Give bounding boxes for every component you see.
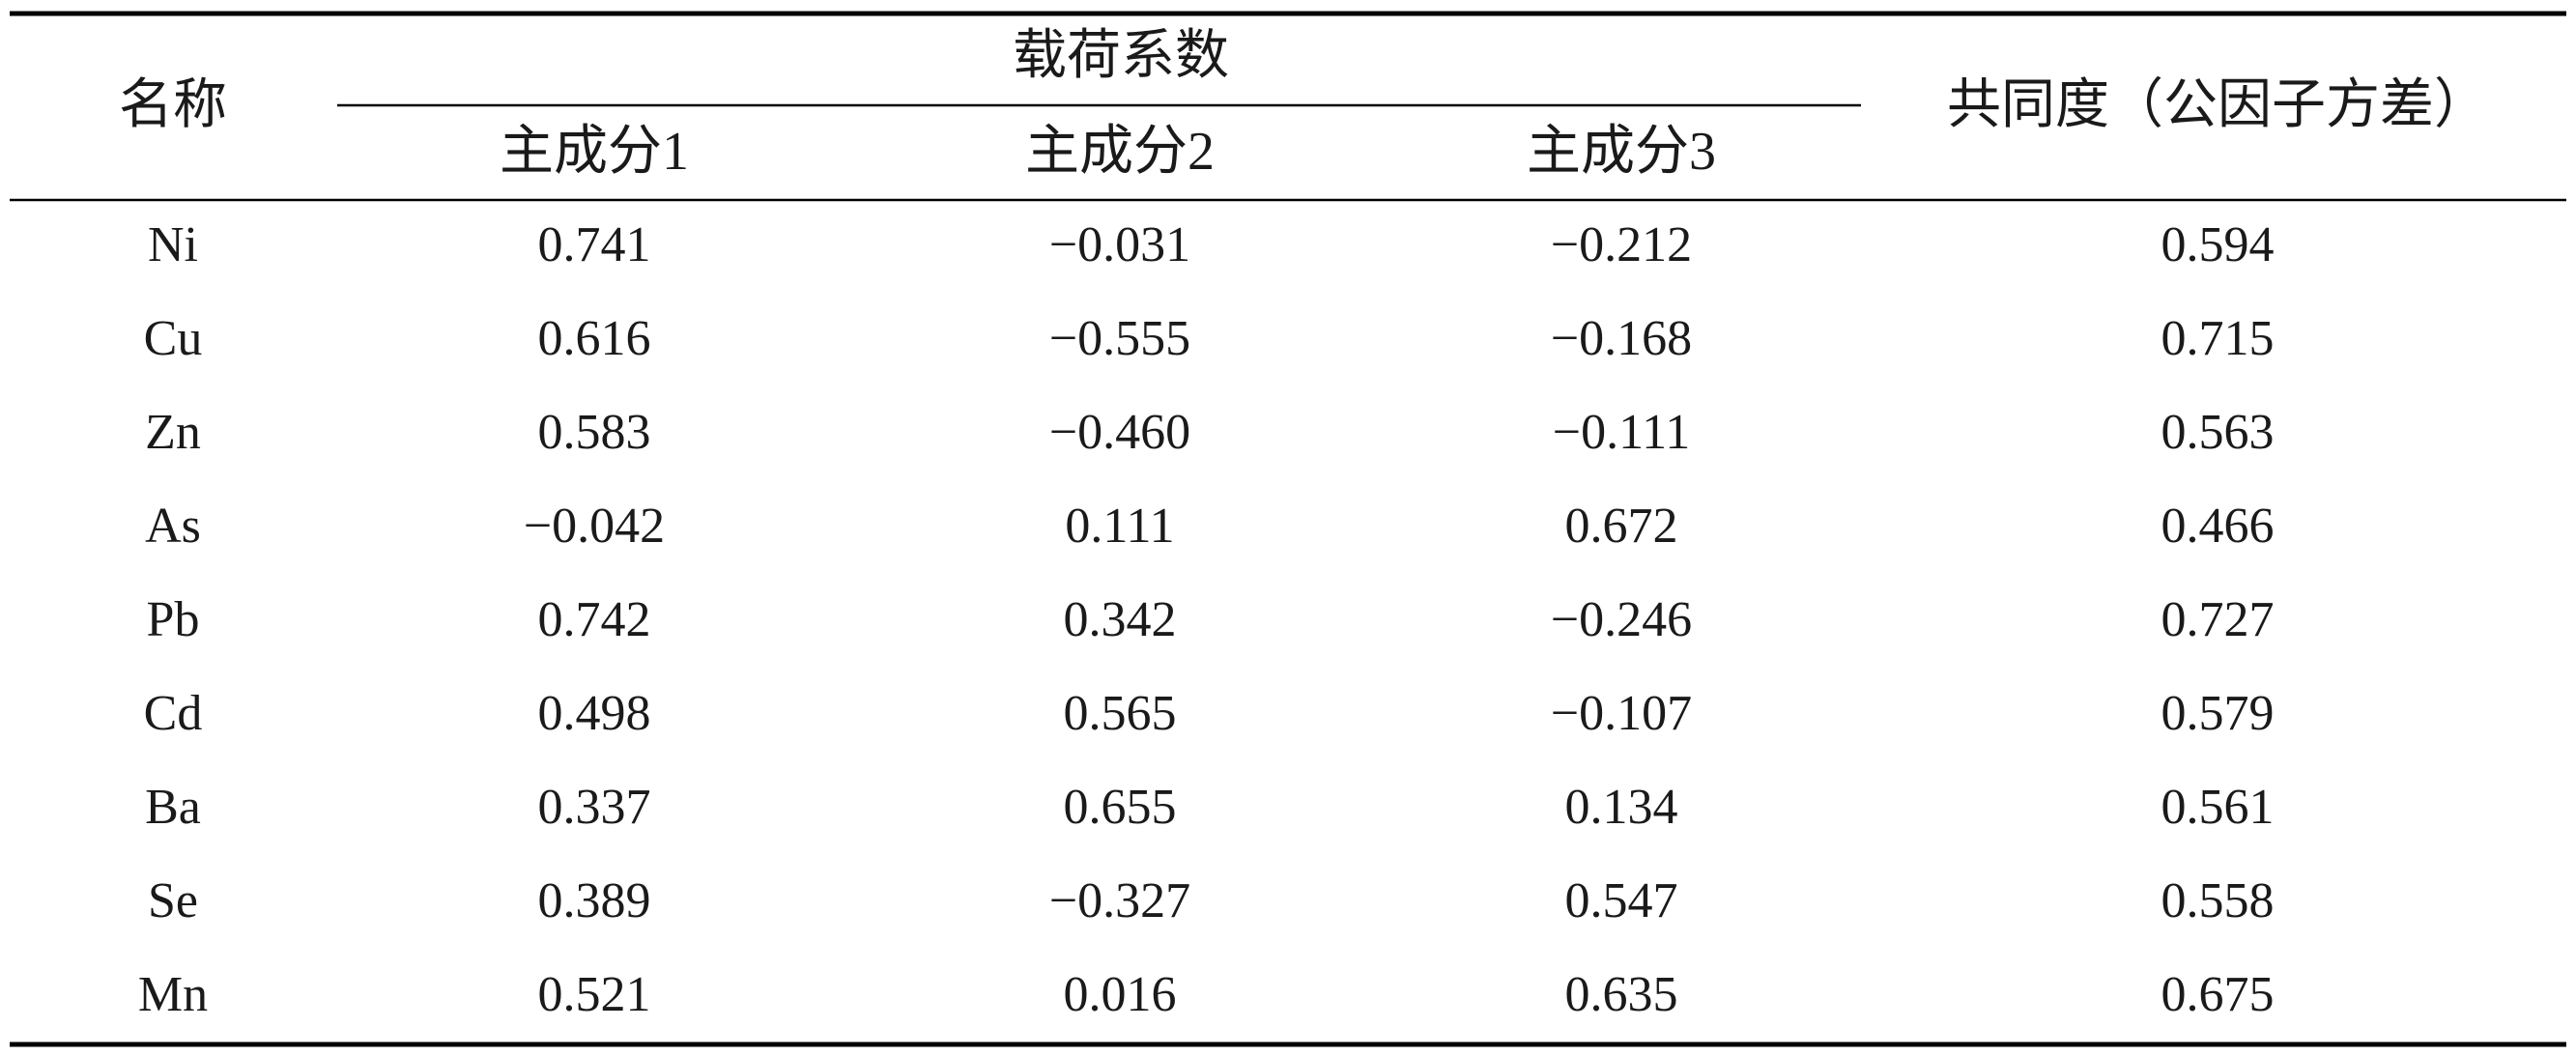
cell: 0.741: [538, 217, 651, 272]
cell: 0.563: [2161, 405, 2275, 460]
cell: 0.715: [2161, 311, 2275, 366]
row-label: Pb: [147, 592, 200, 647]
cell: −0.246: [1551, 592, 1692, 647]
cell: −0.107: [1551, 686, 1692, 741]
cell: 0.635: [1565, 967, 1678, 1022]
cell: −0.460: [1049, 405, 1190, 460]
cell: 0.521: [538, 967, 651, 1022]
cell: 0.675: [2161, 967, 2275, 1022]
cell: 0.558: [2161, 873, 2275, 928]
header-group: 载荷系数: [1013, 26, 1229, 86]
cell: 0.742: [538, 592, 651, 647]
row-label: Cu: [144, 311, 203, 366]
cell: 0.616: [538, 311, 651, 366]
row-label: Mn: [138, 967, 208, 1022]
cell: 0.016: [1064, 967, 1177, 1022]
row-label: Se: [148, 873, 198, 928]
cell: 0.134: [1565, 780, 1678, 835]
row-label: Ni: [148, 217, 198, 272]
header-component: 主成分2: [1025, 122, 1215, 182]
row-label: Zn: [145, 405, 201, 460]
cell: −0.042: [524, 499, 665, 554]
cell: 0.583: [538, 405, 651, 460]
header-communality: 共同度（公因子方差）: [1947, 75, 2488, 135]
cell: −0.212: [1551, 217, 1692, 272]
cell: −0.168: [1551, 311, 1692, 366]
cell: 0.727: [2161, 592, 2275, 647]
row-label: Ba: [145, 780, 201, 835]
cell: 0.672: [1565, 499, 1678, 554]
cell: −0.327: [1049, 873, 1190, 928]
header-component: 主成分3: [1527, 122, 1716, 182]
cell: 0.594: [2161, 217, 2275, 272]
cell: 0.498: [538, 686, 651, 741]
cell: 0.337: [538, 780, 651, 835]
cell: −0.031: [1049, 217, 1190, 272]
cell: 0.561: [2161, 780, 2275, 835]
cell: 0.655: [1064, 780, 1177, 835]
row-label: Cd: [144, 686, 203, 741]
cell: 0.565: [1064, 686, 1177, 741]
row-label: As: [145, 499, 201, 554]
cell: 0.389: [538, 873, 651, 928]
cell: 0.547: [1565, 873, 1678, 928]
cell: −0.555: [1049, 311, 1190, 366]
cell: 0.579: [2161, 686, 2275, 741]
cell: 0.466: [2161, 499, 2275, 554]
cell: 0.111: [1065, 499, 1174, 554]
header-name: 名称: [119, 75, 227, 135]
header-component: 主成分1: [500, 122, 689, 182]
cell: −0.111: [1553, 405, 1690, 460]
cell: 0.342: [1064, 592, 1177, 647]
